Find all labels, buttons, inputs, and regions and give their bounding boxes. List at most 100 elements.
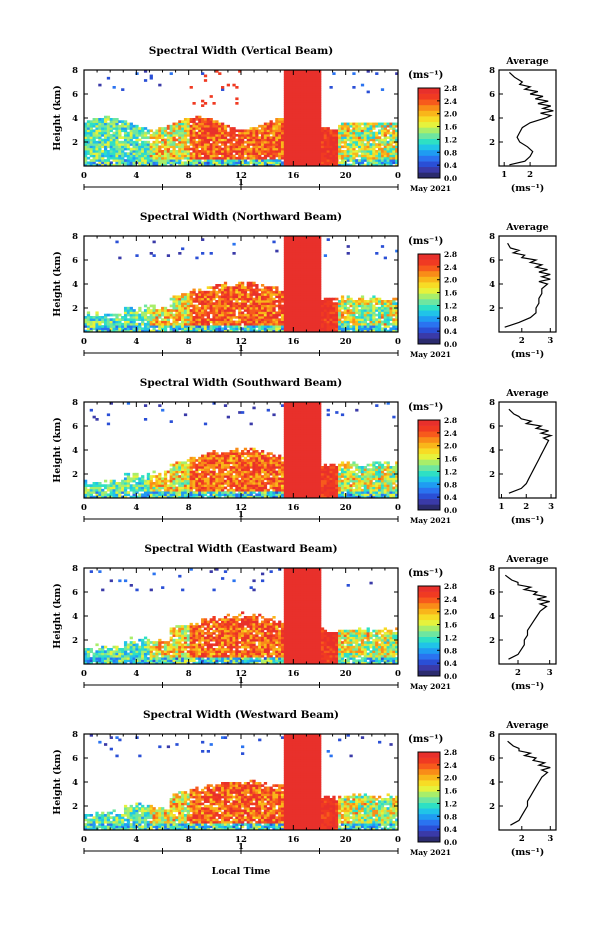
heatmap-cell xyxy=(318,309,321,312)
heatmap-cell xyxy=(315,136,318,139)
heatmap-cell xyxy=(235,143,238,146)
heatmap-cell xyxy=(312,238,315,241)
heatmap-cell xyxy=(312,86,315,89)
heatmap-cell xyxy=(107,487,110,490)
heatmap-cell xyxy=(244,152,247,155)
panel-title: Spectral Width (Southward Beam) xyxy=(140,377,342,389)
heatmap-cell xyxy=(241,314,244,317)
heatmap-cell xyxy=(98,139,101,142)
heatmap-cell xyxy=(347,325,350,328)
heatmap-cell xyxy=(184,325,187,328)
heatmap-cell xyxy=(389,145,392,148)
heatmap-cell xyxy=(252,318,255,321)
heatmap-cell xyxy=(232,327,235,330)
heatmap-cell xyxy=(341,295,344,298)
heatmap-cell xyxy=(335,132,338,135)
heatmap-cell xyxy=(195,464,198,467)
heatmap-cell xyxy=(250,298,253,301)
heatmap-cell xyxy=(212,293,215,296)
heatmap-cell xyxy=(144,157,147,160)
heatmap-cell xyxy=(310,141,313,144)
heatmap-cell xyxy=(318,252,321,255)
heatmap-cell xyxy=(278,314,281,317)
heatmap-cell xyxy=(387,321,390,324)
heatmap-cell xyxy=(310,127,313,130)
heatmap-cell xyxy=(181,139,184,142)
heatmap-cell xyxy=(170,136,173,139)
heatmap-cell xyxy=(272,325,275,328)
heatmap-cell xyxy=(307,107,310,110)
heatmap-cell xyxy=(230,148,233,151)
heatmap-cell xyxy=(175,134,178,137)
heatmap-cell xyxy=(344,129,347,132)
heatmap-cell xyxy=(164,155,167,158)
heatmap-cell xyxy=(384,314,387,317)
heatmap-cell xyxy=(298,102,301,105)
heatmap-cell xyxy=(232,148,235,151)
heatmap-cell xyxy=(158,323,161,326)
heatmap-cell xyxy=(175,473,178,476)
heatmap-cell xyxy=(170,468,173,471)
heatmap-cell xyxy=(195,148,198,151)
heatmap-cell xyxy=(290,257,293,260)
average-title: Average xyxy=(505,56,548,67)
heatmap-cell xyxy=(310,104,313,107)
heatmap-cell xyxy=(113,491,116,494)
heatmap-cell xyxy=(138,493,141,496)
heatmap-cell xyxy=(167,159,170,162)
heatmap-cell xyxy=(212,136,215,139)
heatmap-cell xyxy=(267,136,270,139)
heatmap-cell xyxy=(284,270,287,273)
heatmap-cell xyxy=(312,307,315,310)
heatmap-cell xyxy=(221,298,224,301)
heatmap-cell xyxy=(181,464,184,467)
colorbar-tick-label: 2.4 xyxy=(444,97,457,106)
heatmap-cell xyxy=(195,471,198,474)
heatmap-cell xyxy=(230,298,233,301)
heatmap-cell xyxy=(349,318,352,321)
heatmap-cell xyxy=(290,84,293,87)
heatmap-cell xyxy=(264,139,267,142)
heatmap-cell xyxy=(232,157,235,160)
heatmap-cell xyxy=(312,84,315,87)
heatmap-cell xyxy=(124,152,127,155)
heatmap-cell xyxy=(307,259,310,262)
heatmap-cell xyxy=(295,273,298,276)
heatmap-cell xyxy=(387,141,390,144)
heatmap-cell xyxy=(204,484,207,487)
heatmap-cell xyxy=(284,268,287,271)
heatmap-cell xyxy=(110,136,113,139)
heatmap-cell xyxy=(218,316,221,319)
heatmap-cell xyxy=(175,298,178,301)
heatmap-cell xyxy=(238,286,241,289)
heatmap-cell xyxy=(275,129,278,132)
heatmap-cell xyxy=(304,238,307,241)
heatmap-cell xyxy=(252,159,255,162)
heatmap-cell xyxy=(195,316,198,319)
heatmap-cell xyxy=(204,125,207,128)
heatmap-cell xyxy=(295,238,298,241)
heatmap-cell xyxy=(124,325,127,328)
heatmap-cell xyxy=(255,309,258,312)
heatmap-cell xyxy=(364,300,367,303)
heatmap-cell xyxy=(318,311,321,314)
heatmap-cell xyxy=(107,318,110,321)
heatmap-cell xyxy=(190,155,193,158)
heatmap-cell xyxy=(315,123,318,126)
heatmap-cell xyxy=(198,489,201,492)
heatmap-cell xyxy=(255,145,258,148)
heatmap-cell xyxy=(195,300,198,303)
heatmap-cell xyxy=(121,129,124,132)
heatmap-cell xyxy=(298,72,301,75)
heatmap-cell xyxy=(310,157,313,160)
heatmap-cell xyxy=(135,152,138,155)
heatmap-cell xyxy=(284,263,287,266)
heatmap-cell xyxy=(378,311,381,314)
heatmap-cell xyxy=(107,323,110,326)
heatmap-cell xyxy=(295,300,298,303)
heatmap-cell xyxy=(295,291,298,294)
heatmap-cell xyxy=(324,132,327,135)
heatmap-cell xyxy=(261,321,264,324)
heatmap-cell xyxy=(255,291,258,294)
colorbar-tick-label: 1.6 xyxy=(444,289,457,298)
